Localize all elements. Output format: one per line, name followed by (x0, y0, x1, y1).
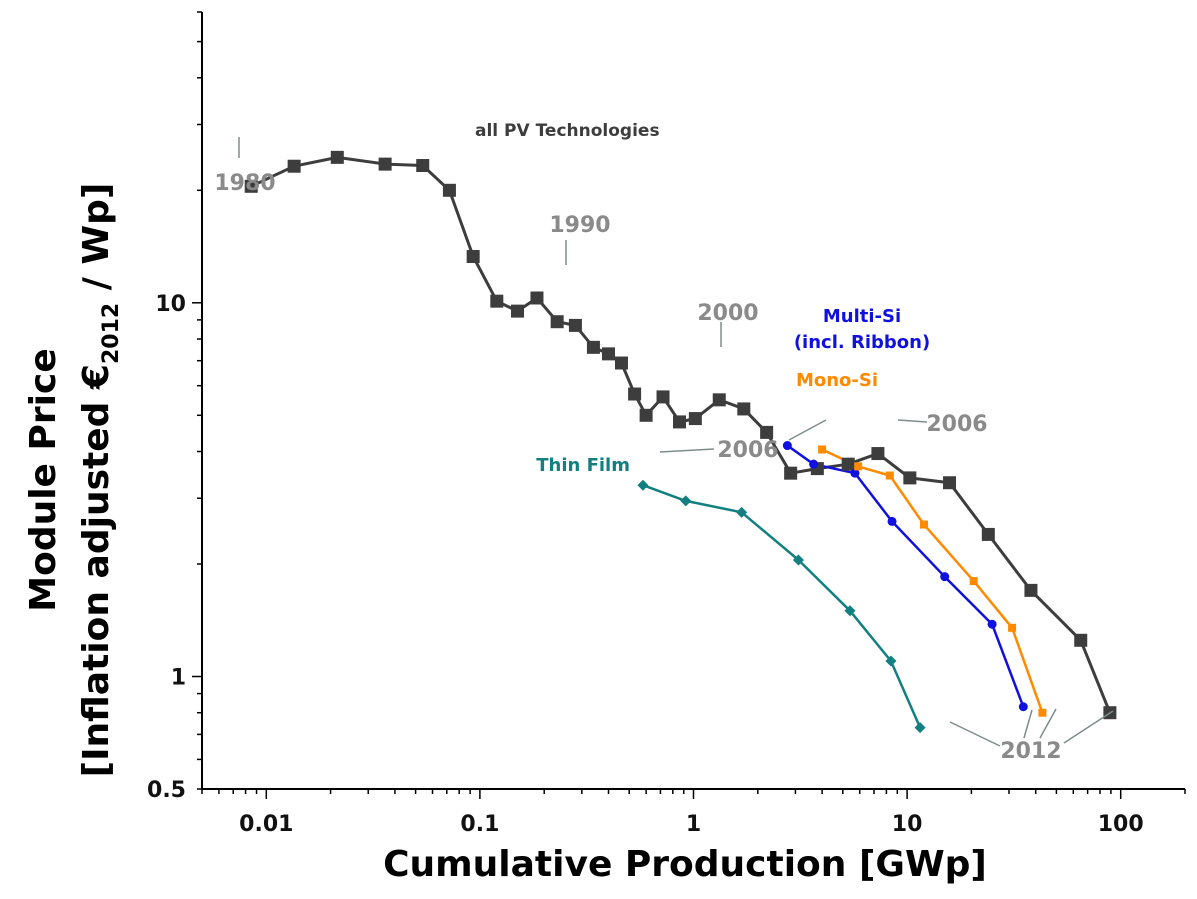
data-point (639, 408, 653, 422)
year-label: 2006 (926, 412, 987, 437)
data-point (442, 183, 456, 197)
data-point (511, 304, 525, 318)
data-point (969, 577, 978, 586)
annotation-leader (897, 419, 928, 423)
data-point (550, 315, 564, 329)
data-point (737, 402, 751, 416)
data-point (1038, 708, 1047, 717)
annotation-leader (1023, 709, 1033, 739)
data-point (287, 159, 301, 173)
data-point (656, 390, 670, 404)
series-line (642, 484, 922, 729)
y-axis-title-line1: Module Price (23, 348, 64, 611)
data-point (981, 527, 995, 541)
data-point (673, 415, 687, 429)
data-point (940, 572, 950, 582)
data-point (490, 294, 504, 308)
y-axis-title-2: [Inflation adjusted €2012 / Wp] (76, 183, 124, 778)
data-point (736, 506, 748, 518)
x-axis-title: Cumulative Production [GWp] (383, 844, 987, 885)
year-label: 1980 (214, 171, 275, 196)
x-tick-label: 10 (892, 812, 923, 837)
data-point (568, 318, 582, 332)
series-lines (250, 155, 1112, 729)
axes: 0.01 0.1 1 10 100 0.5 1 10 (147, 11, 1186, 837)
x-tick-label: 0.1 (460, 812, 499, 837)
data-point (920, 520, 929, 529)
year-label: 2000 (697, 301, 758, 326)
data-point (871, 447, 885, 461)
data-point (416, 159, 430, 173)
data-point (885, 471, 894, 480)
x-tick-label: 1 (686, 812, 701, 837)
data-point (782, 441, 792, 451)
data-point (854, 462, 863, 471)
data-point (903, 471, 917, 485)
data-point (688, 412, 702, 426)
data-point (530, 291, 544, 305)
data-point (1074, 633, 1088, 647)
series-line (786, 444, 1025, 708)
data-point (885, 655, 897, 667)
year-label: 2012 (1000, 739, 1061, 764)
y-axis-title-line2-post: / Wp] (76, 183, 117, 303)
data-point (844, 605, 856, 617)
annotation-labels: 1980 1990 2000 2006 2006 2012 all PV Technolog… (214, 121, 1061, 764)
data-point (784, 466, 798, 480)
data-point (330, 150, 344, 164)
y-axis-title-line2: [Inflation adjusted €2012 / Wp] (76, 183, 124, 778)
y-tick-label: 0.5 (147, 778, 186, 803)
data-point (887, 516, 897, 526)
data-point (1018, 702, 1028, 712)
data-point (943, 476, 957, 490)
data-point (602, 347, 615, 361)
data-point (586, 340, 600, 354)
series-name-label: Thin Film (536, 455, 630, 476)
year-label: 1990 (549, 213, 610, 238)
data-point (818, 445, 827, 454)
x-tick-label: 0.01 (239, 812, 293, 837)
data-point (628, 387, 642, 401)
annotation-leader (788, 419, 827, 441)
annotation-leader (659, 448, 715, 453)
series-name-label: Mono-Si (796, 370, 878, 391)
y-axis-title: Module Price (23, 348, 64, 611)
data-point (841, 457, 855, 471)
y-tick-label: 1 (171, 666, 186, 691)
data-point (1024, 583, 1038, 597)
data-point (244, 179, 258, 193)
series-name-label: all PV Technologies (475, 121, 660, 141)
data-point (680, 495, 692, 507)
series-markers (244, 150, 1117, 734)
data-point (760, 425, 774, 439)
data-point (637, 479, 649, 491)
annotation-leader (1039, 708, 1057, 739)
data-point (792, 554, 804, 566)
series-name-label: Multi-Si (incl. Ribbon) (794, 306, 930, 353)
data-point (466, 250, 480, 264)
data-point (850, 468, 860, 478)
year-label: 2006 (717, 438, 778, 463)
data-point (914, 722, 926, 734)
data-point (712, 393, 726, 407)
y-axis-title-subscript: 2012 (99, 303, 124, 364)
x-tick-label: 100 (1098, 812, 1144, 837)
annotation-leader (949, 721, 1001, 747)
data-point (1008, 623, 1017, 632)
data-point (809, 459, 819, 469)
y-axis-title-line2-pre: [Inflation adjusted € (76, 364, 117, 777)
y-tick-label: 10 (155, 292, 186, 317)
annotation-leader (1063, 710, 1114, 744)
data-point (614, 356, 628, 370)
annotation-leaders (238, 137, 1114, 747)
data-point (378, 157, 392, 171)
data-point (987, 619, 997, 629)
